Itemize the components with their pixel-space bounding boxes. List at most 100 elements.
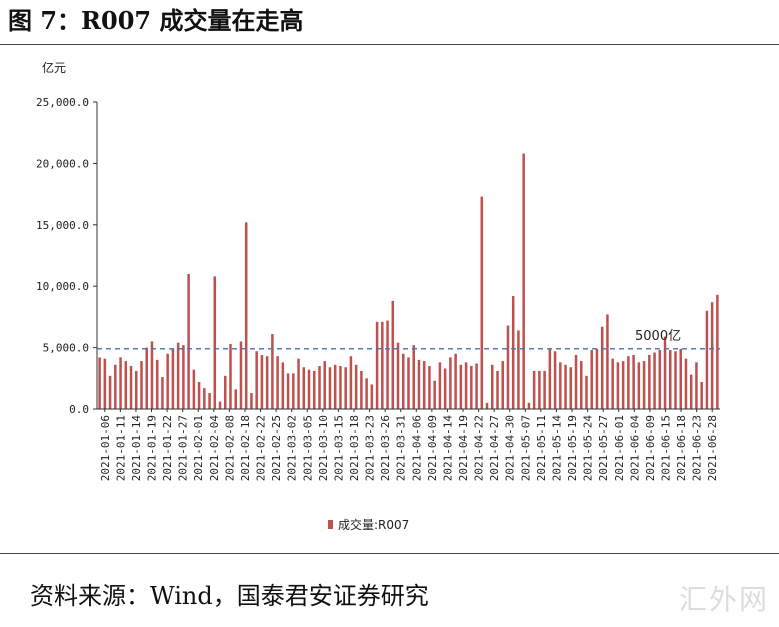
y-axis: 0.0 5,000.0 10,000.0 15,000.0 20,000.0 25,000… — [36, 96, 98, 416]
bar — [213, 276, 217, 409]
bar-series — [98, 153, 719, 409]
bar — [679, 348, 682, 409]
bar — [140, 361, 143, 409]
x-tick-label: 2021-05-11 — [535, 415, 548, 481]
x-tick-label: 2021-03-18 — [348, 415, 361, 481]
x-tick-label: 2021-05-19 — [566, 415, 579, 481]
bar — [307, 369, 311, 409]
y-tick-label: 0.0 — [69, 403, 89, 416]
bar — [658, 350, 662, 409]
x-tick-label: 2021-04-06 — [410, 415, 423, 481]
bar — [166, 353, 169, 409]
bar — [286, 373, 290, 409]
bar — [522, 153, 525, 409]
bar — [422, 361, 426, 409]
bar — [349, 356, 353, 409]
x-tick-label: 2021-05-07 — [519, 415, 532, 481]
bar — [224, 375, 227, 409]
bar — [470, 366, 473, 409]
bar — [464, 362, 468, 409]
bar — [375, 321, 379, 409]
bar — [255, 351, 258, 409]
bar — [585, 375, 588, 409]
bar — [600, 326, 604, 409]
bar — [485, 402, 489, 409]
bar — [548, 348, 552, 409]
y-axis-unit-label: 亿元 — [42, 60, 66, 75]
bar — [271, 334, 274, 409]
x-tick-label: 2021-06-15 — [659, 415, 672, 481]
bar — [114, 364, 117, 409]
x-tick-label: 2021-06-18 — [675, 415, 688, 481]
bar — [176, 342, 180, 409]
bar — [124, 361, 128, 409]
bar — [527, 402, 531, 409]
bar — [370, 384, 374, 409]
bar — [119, 357, 122, 409]
bar — [621, 361, 625, 409]
bar — [407, 357, 410, 409]
y-tick-label: 10,000.0 — [36, 280, 89, 293]
bar — [354, 364, 358, 409]
bar — [108, 375, 112, 409]
x-axis: 2021-01-06 2021-01-11 2021-01-14 2021-01-19… — [97, 408, 720, 482]
bar — [391, 300, 395, 409]
bar — [412, 345, 415, 409]
bar — [559, 362, 562, 409]
x-tick-label: 2021-06-28 — [706, 415, 719, 481]
bar — [182, 345, 185, 409]
bar — [616, 362, 620, 409]
bar — [323, 361, 326, 409]
bar-chart: 亿元 0.0 5,000.0 10,000.0 15,000.0 20,000.0 25,… — [36, 60, 720, 532]
bar — [538, 370, 541, 409]
bar — [328, 367, 332, 409]
bar — [386, 320, 389, 409]
bar — [171, 348, 175, 409]
bar — [674, 351, 677, 409]
x-tick-label: 2021-04-19 — [457, 415, 470, 481]
x-tick-label: 2021-04-14 — [441, 415, 454, 482]
bar — [532, 370, 536, 409]
x-tick-label: 2021-01-19 — [146, 415, 159, 481]
x-tick-label: 2021-01-27 — [177, 415, 190, 481]
bar — [595, 348, 599, 409]
bar — [396, 342, 400, 409]
bar — [543, 370, 546, 409]
bar — [161, 377, 164, 409]
watermark-logo: 汇外网 — [678, 583, 769, 616]
x-tick-label: 2021-06-01 — [613, 415, 626, 481]
y-tick-label: 5,000.0 — [43, 342, 89, 355]
bar — [229, 343, 232, 409]
legend: 成交量:R007 — [328, 517, 409, 532]
bar — [155, 359, 159, 409]
bar — [292, 373, 295, 409]
x-tick-label: 2021-04-30 — [504, 415, 517, 481]
bar — [438, 362, 442, 409]
bar — [491, 364, 494, 409]
bar — [417, 359, 421, 409]
y-tick-label: 25,000.0 — [36, 96, 89, 109]
bar — [428, 366, 431, 409]
bar — [145, 347, 148, 409]
x-tick-label: 2021-02-18 — [239, 415, 252, 481]
bar — [684, 358, 688, 409]
bar — [454, 353, 457, 409]
bar — [590, 350, 593, 409]
x-tick-label: 2021-03-15 — [332, 415, 345, 481]
bar — [501, 361, 504, 409]
bar — [553, 351, 557, 409]
x-tick-label: 2021-03-02 — [286, 415, 299, 481]
bar — [260, 354, 264, 409]
source-note: 资料来源：Wind，国泰君安证券研究 — [30, 582, 429, 610]
reference-line-label: 5000亿 — [635, 329, 681, 344]
bar — [187, 273, 190, 409]
bar — [433, 380, 436, 409]
x-tick-label: 2021-01-11 — [114, 415, 127, 481]
bar — [710, 302, 714, 409]
bar — [443, 368, 447, 409]
x-tick-label: 2021-01-06 — [99, 415, 112, 481]
bar — [302, 367, 306, 409]
legend-label: 成交量:R007 — [338, 517, 409, 532]
bar — [449, 357, 452, 409]
bar — [564, 364, 567, 409]
